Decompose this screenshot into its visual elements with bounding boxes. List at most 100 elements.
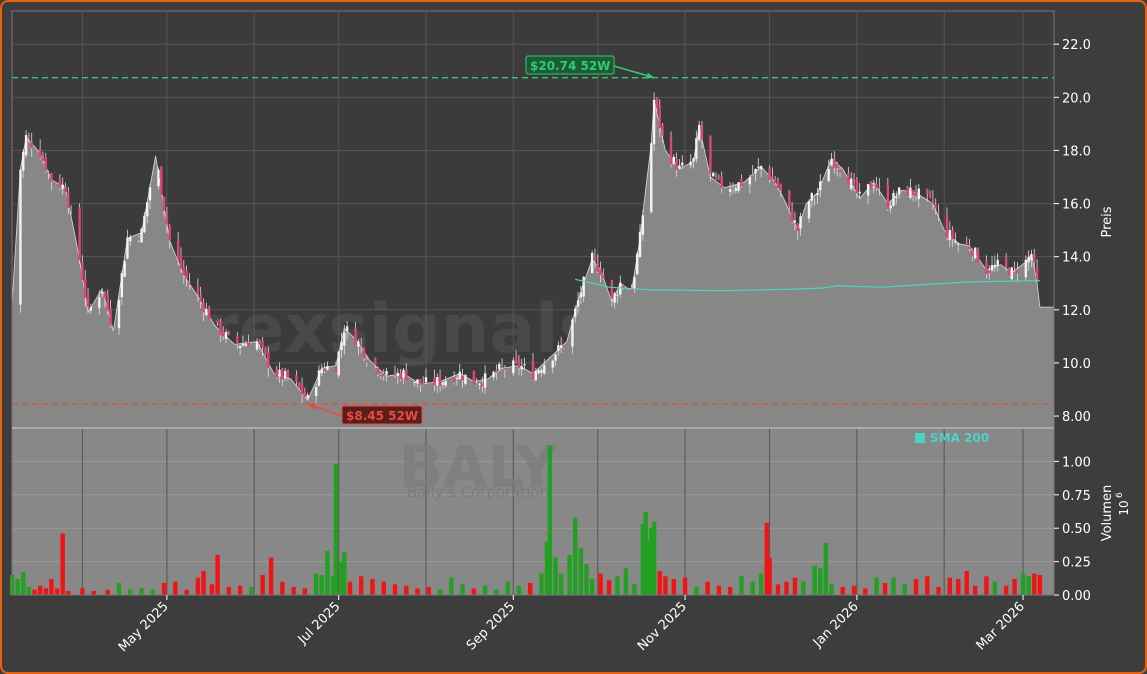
volume-tick-label: 0.50: [1062, 522, 1091, 537]
candle-down: [162, 196, 166, 211]
candle-up: [830, 158, 833, 166]
candle-up: [413, 381, 416, 383]
low-52w-arrowhead: [307, 403, 316, 410]
candle-up: [892, 193, 895, 206]
price-tick-label: 22.0: [1062, 38, 1091, 53]
volume-bar-down: [105, 589, 110, 595]
candle-up: [306, 394, 309, 399]
price-axis-label: Preis: [1100, 206, 1115, 237]
candle-up: [520, 366, 523, 370]
volume-bar-up: [333, 464, 339, 595]
volume-bar-up: [342, 552, 347, 595]
candle-up: [678, 165, 681, 169]
volume-bar-up: [494, 589, 499, 595]
volume-bar-up: [15, 578, 20, 595]
candle-down: [365, 360, 369, 362]
candle-up: [129, 237, 132, 242]
candle-up: [540, 370, 543, 373]
volume-bar-up: [330, 576, 336, 595]
candle-down: [835, 163, 839, 168]
candle-down: [886, 184, 890, 209]
candle-up: [737, 182, 740, 191]
volume-tick-label: 0.75: [1062, 489, 1091, 504]
candle-down: [86, 294, 90, 307]
sma-legend-swatch: [915, 433, 925, 443]
volume-bar-up: [812, 565, 817, 595]
candle-down: [58, 178, 62, 188]
volume-multiplier: 10 6: [1115, 492, 1131, 516]
candle-down: [971, 250, 974, 257]
candle-up: [582, 276, 585, 297]
candle-down: [852, 179, 856, 183]
candle-down: [937, 211, 940, 214]
candle-up: [61, 184, 64, 189]
candle-down: [199, 294, 202, 302]
candle-up: [98, 297, 101, 308]
candles: [10, 92, 1039, 406]
candle-down: [495, 369, 498, 373]
volume-bar-up: [640, 524, 646, 595]
candle-up: [357, 341, 360, 347]
volume-bar-up: [437, 589, 443, 595]
candle-up: [241, 343, 245, 346]
candle-down: [44, 156, 47, 171]
watermark-company: Bally's Corporation: [407, 483, 549, 501]
candle-down: [196, 285, 200, 295]
price-tick-label: 10.0: [1062, 357, 1091, 372]
candle-down: [405, 370, 408, 381]
volume-bar-down: [792, 577, 798, 595]
volume-bar-down: [215, 554, 220, 595]
candle-down: [69, 209, 73, 211]
candle-down: [717, 175, 721, 178]
high-52w-annotation: $20.74 52W: [525, 55, 655, 79]
volume-bar-down: [291, 586, 296, 595]
candle-down: [382, 373, 385, 377]
candle-up: [728, 189, 732, 192]
candle-up: [458, 371, 461, 379]
volume-bar-down: [705, 581, 710, 595]
volume-bar-up: [992, 581, 998, 595]
volume-bar-down: [606, 580, 612, 595]
candle-up: [695, 138, 698, 160]
volume-bar-down: [392, 584, 398, 595]
candle-down: [875, 183, 878, 189]
candle-down: [1004, 257, 1008, 266]
candle-down: [38, 148, 42, 159]
volume-bar-down: [359, 576, 364, 595]
candle-up: [697, 124, 701, 141]
volume-bar-up: [823, 542, 829, 595]
candle-up: [89, 306, 93, 311]
price-tick-label: 14.0: [1062, 251, 1091, 266]
candle-up: [652, 99, 656, 145]
volume-bar-up: [758, 573, 764, 595]
candle-down: [928, 191, 932, 197]
candle-down: [951, 229, 954, 240]
volume-bar-up: [505, 581, 510, 595]
candle-down: [869, 182, 873, 189]
volume-bar-down: [882, 582, 888, 595]
candle-down: [475, 383, 478, 385]
candle-down: [517, 360, 521, 368]
volume-bar-down: [43, 588, 48, 595]
candle-up: [1027, 256, 1030, 263]
candle-up: [157, 169, 160, 187]
candle-down: [84, 278, 87, 298]
candle-up: [571, 319, 574, 347]
volume-bar-up: [874, 577, 879, 595]
candle-up: [858, 191, 861, 194]
candle-down: [160, 166, 163, 196]
candle-up: [483, 373, 487, 388]
volume-tick-label: 1.00: [1062, 455, 1091, 470]
volume-bar-down: [671, 578, 677, 595]
candle-up: [345, 326, 349, 331]
candle-up: [340, 341, 343, 351]
volume-bar-up: [313, 573, 319, 595]
candle-down: [47, 172, 50, 174]
volume-bar-down: [775, 584, 781, 595]
candle-down: [833, 158, 836, 168]
candle-down: [855, 179, 859, 193]
volume-bar-up: [319, 574, 324, 595]
candle-up: [917, 188, 921, 200]
candle-up: [748, 177, 752, 185]
candle-down: [669, 136, 673, 165]
